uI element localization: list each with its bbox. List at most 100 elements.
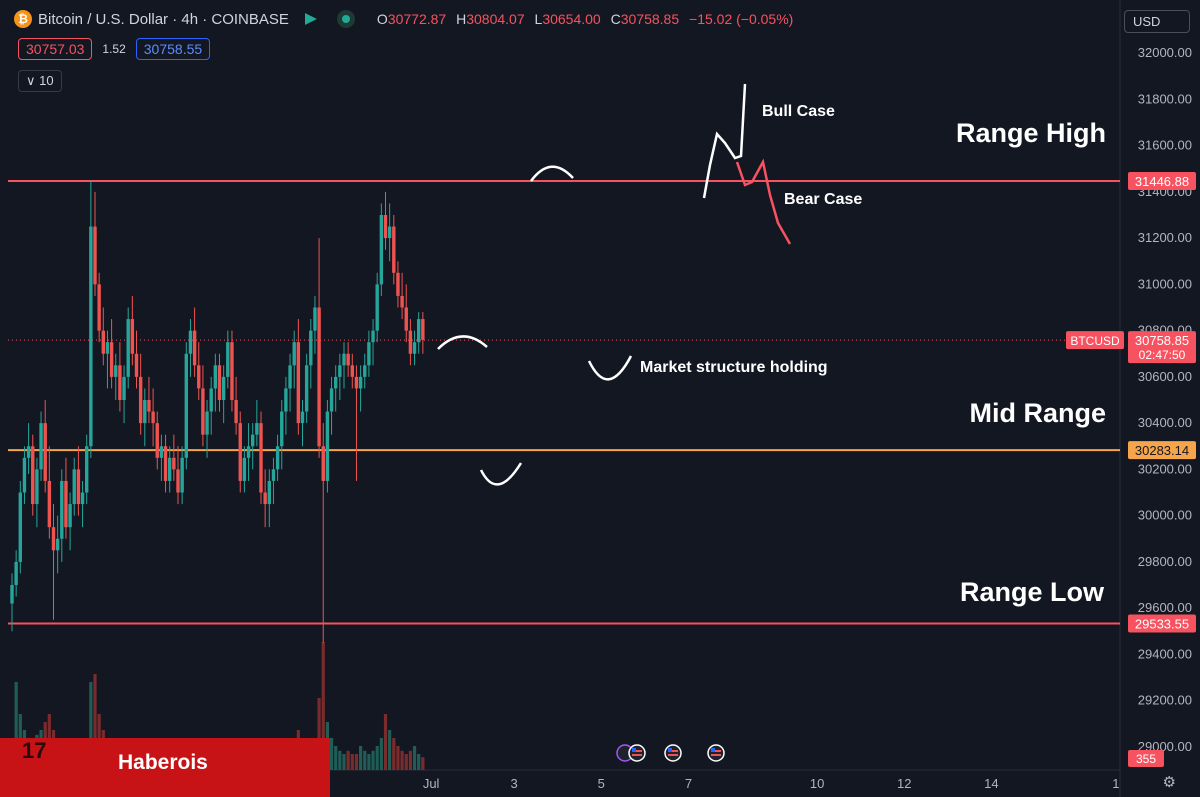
- bull-case-label: Bull Case: [762, 103, 835, 120]
- candle-body: [421, 319, 425, 340]
- candle-body: [201, 388, 205, 435]
- candle-body: [55, 538, 60, 551]
- volume-bar: [375, 746, 379, 770]
- candle-body: [275, 446, 280, 470]
- indicators-toggle[interactable]: ∨ 10: [18, 70, 62, 92]
- bull-case-path: [702, 83, 747, 199]
- buy-button[interactable]: 30758.55: [135, 38, 211, 60]
- volume-bar: [334, 746, 338, 770]
- candle-body: [172, 457, 176, 470]
- candle-body: [300, 411, 305, 424]
- flag-icon[interactable]: [304, 13, 317, 25]
- y-tick-label: 30000.00: [1138, 508, 1192, 523]
- y-tick-label: 32000.00: [1138, 45, 1192, 60]
- candle-body: [93, 226, 97, 285]
- volume-bar: [359, 746, 363, 770]
- trade-panel: 30757.03 1.52 30758.55: [18, 38, 211, 60]
- symbol-tag: [1066, 331, 1124, 350]
- candle-body: [387, 226, 392, 239]
- volume-bar: [379, 738, 383, 770]
- candle-body: [296, 342, 301, 424]
- y-tick-label: 29600.00: [1138, 600, 1192, 615]
- candle-body: [89, 226, 93, 447]
- us-flag-event-icon[interactable]: [628, 744, 646, 762]
- candle-body: [22, 457, 27, 493]
- candle-body: [118, 365, 122, 400]
- y-tick-label: 31600.00: [1138, 138, 1192, 153]
- candle-body: [105, 342, 110, 354]
- spread-value: 1.52: [102, 42, 126, 56]
- candle-body: [134, 353, 139, 377]
- volume-bar: [93, 674, 97, 770]
- candle-body: [363, 365, 367, 377]
- symbol-tag-label: BTCUSD: [1070, 334, 1120, 348]
- y-tick-label: 31800.00: [1138, 91, 1192, 106]
- candle-body: [267, 480, 271, 505]
- candle-body: [379, 215, 384, 285]
- level-price-label: 29533.55: [1135, 616, 1189, 631]
- volume-bar: [388, 730, 392, 770]
- candle-body: [284, 388, 288, 412]
- candle-body: [197, 365, 201, 389]
- us-flag-stripe: [632, 754, 642, 756]
- candle-body: [317, 307, 321, 447]
- volume-bar: [383, 714, 388, 770]
- candle-body: [101, 330, 105, 354]
- us-flag-stripe: [632, 750, 642, 752]
- candle-body: [163, 446, 168, 481]
- symbol-title[interactable]: Bitcoin / U.S. Dollar · 4h · COINBASE: [38, 10, 289, 28]
- level-price-label: 31446.88: [1135, 174, 1189, 189]
- candle-body: [10, 585, 14, 604]
- candle-body: [130, 319, 135, 354]
- candle-body: [350, 365, 354, 377]
- candle-body: [255, 423, 259, 435]
- arc-top-left: [437, 335, 488, 350]
- candle-body: [47, 480, 52, 528]
- candle-body: [205, 411, 209, 435]
- us-flag-stripe: [668, 750, 678, 752]
- candle-body: [114, 365, 118, 377]
- candle-body: [309, 330, 313, 366]
- currency-select[interactable]: USD: [1124, 10, 1190, 33]
- candle-body: [338, 365, 342, 377]
- x-tick-label: Jul: [423, 776, 440, 791]
- candle-body: [209, 388, 213, 412]
- candle-body: [221, 376, 226, 400]
- candle-body: [238, 423, 242, 481]
- us-flag-event-icon[interactable]: [707, 744, 725, 762]
- volume-bar: [421, 757, 425, 770]
- volume-bar: [317, 698, 321, 770]
- level-price-tag: [1128, 172, 1196, 191]
- last-price-label: 30758.85: [1135, 333, 1189, 348]
- candle-body: [392, 226, 396, 273]
- candle-body: [354, 376, 359, 389]
- gear-icon[interactable]: ⚙: [1162, 774, 1176, 791]
- tradingview-logo: 17: [22, 738, 47, 763]
- candle-body: [85, 446, 89, 493]
- sell-button[interactable]: 30757.03: [18, 38, 93, 60]
- mid-range-label: Mid Range: [969, 398, 1106, 428]
- candle-body: [292, 342, 296, 366]
- y-tick-label: 30400.00: [1138, 415, 1192, 430]
- candle-body: [97, 284, 101, 331]
- candle-body: [371, 330, 375, 343]
- candle-body: [68, 504, 72, 528]
- last-price-tag: [1128, 331, 1196, 364]
- candle-body: [242, 457, 247, 481]
- volume-badge: [1128, 750, 1164, 767]
- candle-body: [26, 446, 31, 458]
- candle-body: [51, 527, 56, 551]
- us-flag-event-icon[interactable]: [664, 744, 682, 762]
- level-price-tag: [1128, 614, 1196, 633]
- low-value: 30654.00: [542, 11, 601, 27]
- volume-bar: [367, 754, 371, 770]
- candle-body: [168, 457, 172, 481]
- candle-body: [367, 342, 371, 366]
- candle-body: [230, 342, 234, 400]
- volume-bar: [354, 754, 359, 770]
- volume-bar: [404, 754, 408, 770]
- us-flag-stripe: [668, 754, 678, 756]
- candle-body: [147, 400, 151, 412]
- market-structure-label: Market structure holding: [640, 359, 828, 376]
